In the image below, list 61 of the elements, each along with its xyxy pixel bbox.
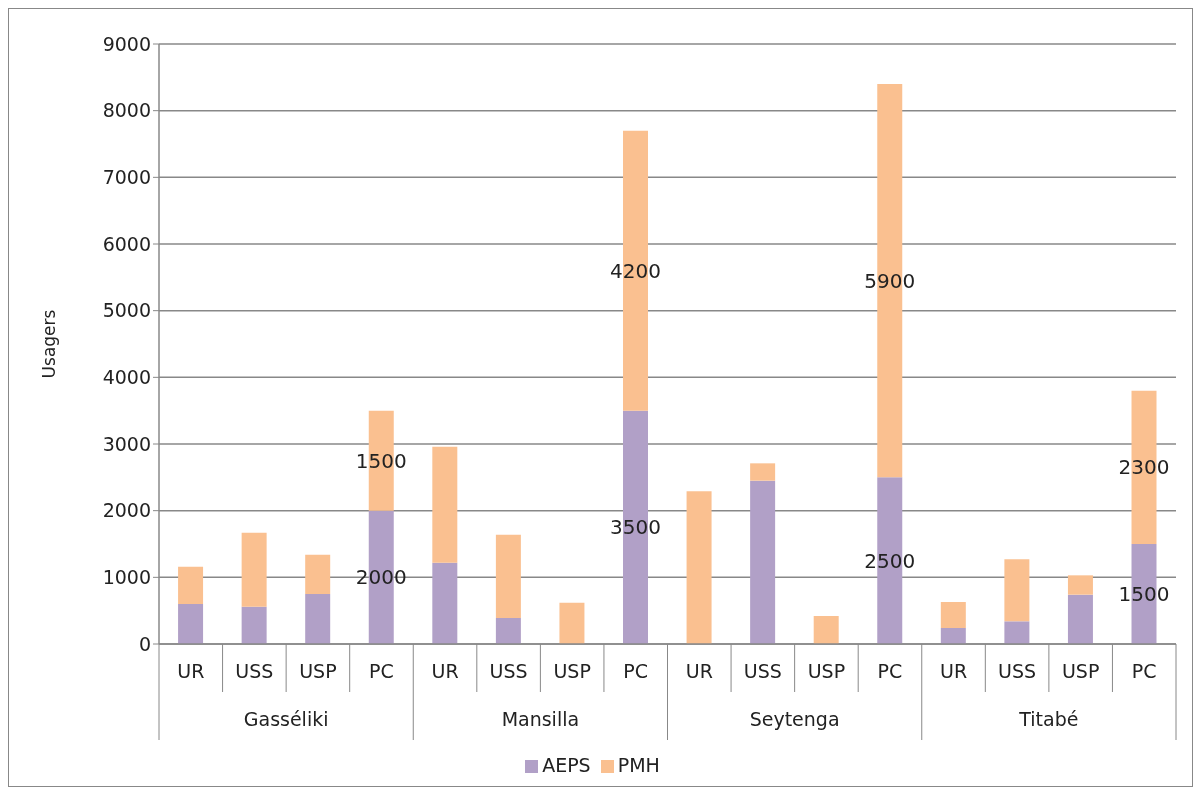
bar — [178, 566, 204, 604]
y-tick-label: 6000 — [102, 232, 151, 255]
bar — [1004, 621, 1030, 644]
data-label: 1500 — [355, 448, 407, 473]
x-tick-label: UR — [939, 660, 968, 682]
x-tick-label: USP — [1061, 660, 1100, 682]
data-label: 1500 — [1118, 582, 1170, 607]
y-tick-label: 8000 — [102, 99, 151, 122]
y-tick-label: 1000 — [102, 566, 151, 589]
bar — [940, 602, 966, 628]
data-label: 2500 — [864, 548, 916, 573]
data-label: 5900 — [864, 268, 916, 293]
y-tick-label: 3000 — [102, 432, 151, 455]
x-tick-label: USS — [235, 660, 274, 682]
y-tick-label: 2000 — [102, 499, 151, 522]
bar — [559, 602, 585, 644]
x-tick-label: USS — [489, 660, 528, 682]
bar — [813, 616, 839, 644]
x-tick-label: UR — [177, 660, 205, 682]
y-tick-label: 5000 — [102, 299, 151, 322]
data-label: 2000 — [355, 565, 407, 590]
bar — [1067, 594, 1093, 644]
bar — [750, 480, 776, 644]
bar — [241, 606, 267, 644]
legend-label: PMH — [617, 754, 660, 776]
text: Seytenga — [749, 708, 840, 730]
bar — [432, 562, 458, 644]
x-tick-label: USP — [807, 660, 846, 682]
y-tick-label: 9000 — [102, 32, 151, 55]
data-label: 4200 — [610, 258, 661, 283]
bar — [495, 618, 521, 644]
x-tick-label: PC — [369, 660, 394, 682]
y-tick-label: 4000 — [102, 366, 151, 389]
y-axis-title: Usagers — [39, 309, 60, 379]
bar — [940, 628, 966, 644]
bar — [178, 604, 204, 644]
text: Mansilla — [501, 708, 580, 730]
x-tick-label: UR — [431, 660, 459, 682]
x-tick-label: PC — [877, 660, 903, 682]
x-tick-label: USS — [998, 660, 1037, 682]
x-tick-label: USP — [299, 660, 337, 682]
bar — [495, 534, 521, 618]
x-tick-label: PC — [623, 660, 649, 682]
x-tick-label: USP — [553, 660, 591, 682]
bar — [241, 532, 267, 607]
bar — [1004, 559, 1030, 622]
x-tick-label: USS — [743, 660, 782, 682]
y-tick-label: 0 — [138, 632, 151, 655]
bar — [750, 463, 776, 481]
bar — [686, 491, 712, 644]
bar — [305, 554, 331, 594]
text: Titabé — [1018, 708, 1079, 730]
text: Gasséliki — [243, 708, 329, 730]
y-tick-label: 7000 — [102, 166, 151, 189]
bar — [1067, 575, 1093, 595]
x-tick-label: PC — [1131, 660, 1157, 682]
x-tick-label: UR — [685, 660, 713, 682]
legend-label: AEPS — [542, 754, 591, 776]
bar — [305, 594, 331, 644]
data-label: 2300 — [1118, 455, 1170, 480]
bar — [432, 446, 458, 563]
